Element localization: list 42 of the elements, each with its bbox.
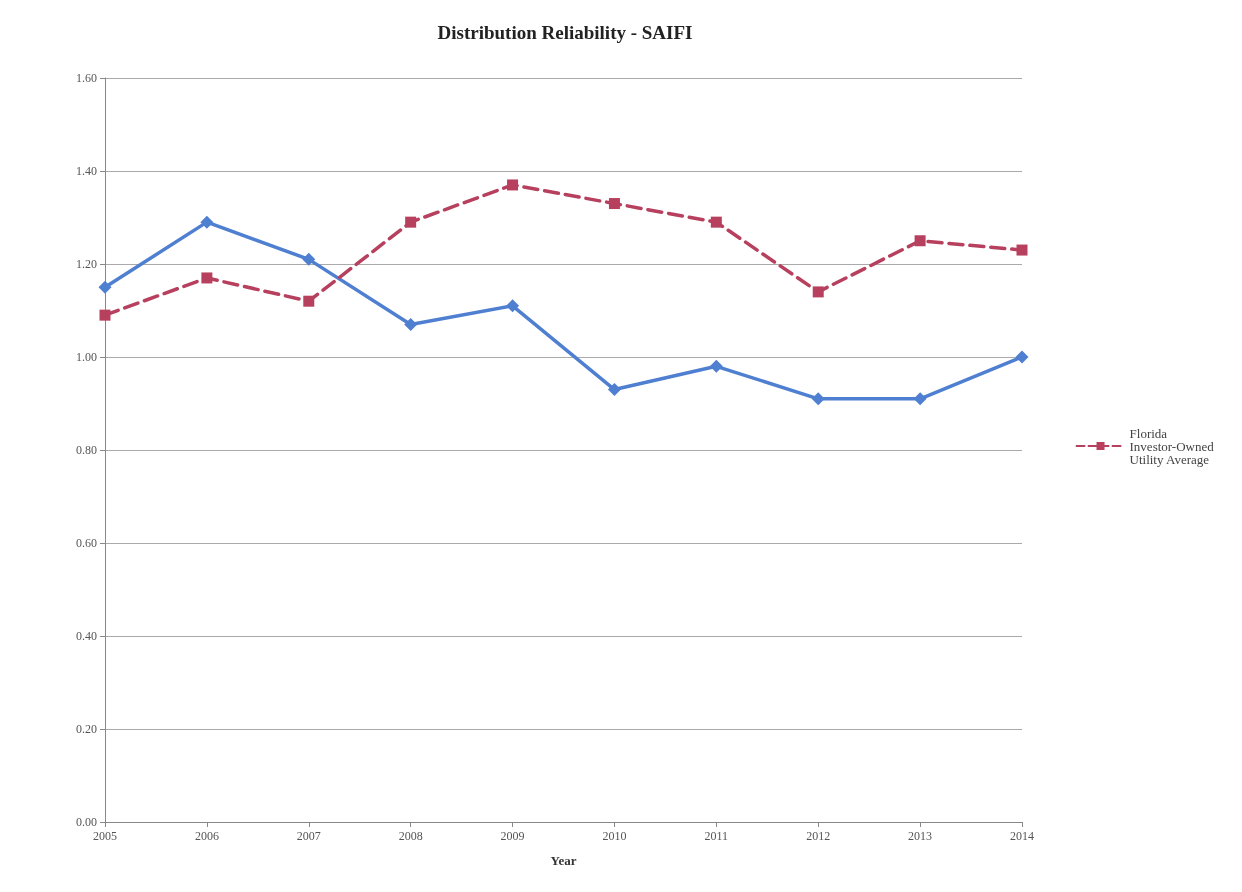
point xyxy=(607,383,621,397)
y-tick-label: 1.20 xyxy=(76,257,97,271)
y-tick-label: 1.60 xyxy=(76,71,97,85)
point xyxy=(1016,244,1028,256)
y-tick-label: 0.20 xyxy=(76,722,97,736)
point xyxy=(201,272,213,284)
x-tick-label: 2009 xyxy=(500,829,525,843)
y-tick-label: 0.00 xyxy=(76,815,97,829)
point xyxy=(709,359,723,373)
point xyxy=(99,309,111,321)
x-tick-label: 2006 xyxy=(194,829,219,843)
point xyxy=(914,235,926,247)
point xyxy=(913,392,927,406)
point xyxy=(507,179,519,191)
x-tick-label: 2007 xyxy=(296,829,321,843)
x-tick-label: 2005 xyxy=(93,829,117,843)
legend-label: Florida Investor-Owned Utility Average xyxy=(1129,425,1217,467)
y-tick-label: 0.60 xyxy=(76,536,97,550)
x-tick-label: 2008 xyxy=(398,829,423,843)
x-tick-label: 2010 xyxy=(602,829,627,843)
point xyxy=(98,280,112,294)
x-tick-label: 2012 xyxy=(806,829,831,843)
point xyxy=(200,215,214,229)
chart-title: Distribution Reliability - SAIFI xyxy=(437,22,693,43)
x-axis-title: Year xyxy=(550,853,577,868)
point xyxy=(1015,350,1029,364)
y-tick-label: 1.00 xyxy=(76,350,97,364)
x-tick-label: 2013 xyxy=(908,829,933,843)
point xyxy=(812,286,824,298)
point xyxy=(710,216,722,228)
point xyxy=(506,299,520,313)
point xyxy=(404,317,418,331)
point xyxy=(302,252,316,266)
point xyxy=(405,216,417,228)
y-tick-label: 0.40 xyxy=(76,629,97,643)
y-tick-label: 0.80 xyxy=(76,443,97,457)
point xyxy=(811,392,825,406)
y-tick-label: 1.40 xyxy=(76,164,97,178)
point xyxy=(608,198,620,210)
x-tick-label: 2014 xyxy=(1010,829,1034,843)
point xyxy=(303,295,315,307)
x-tick-label: 2011 xyxy=(704,829,729,843)
